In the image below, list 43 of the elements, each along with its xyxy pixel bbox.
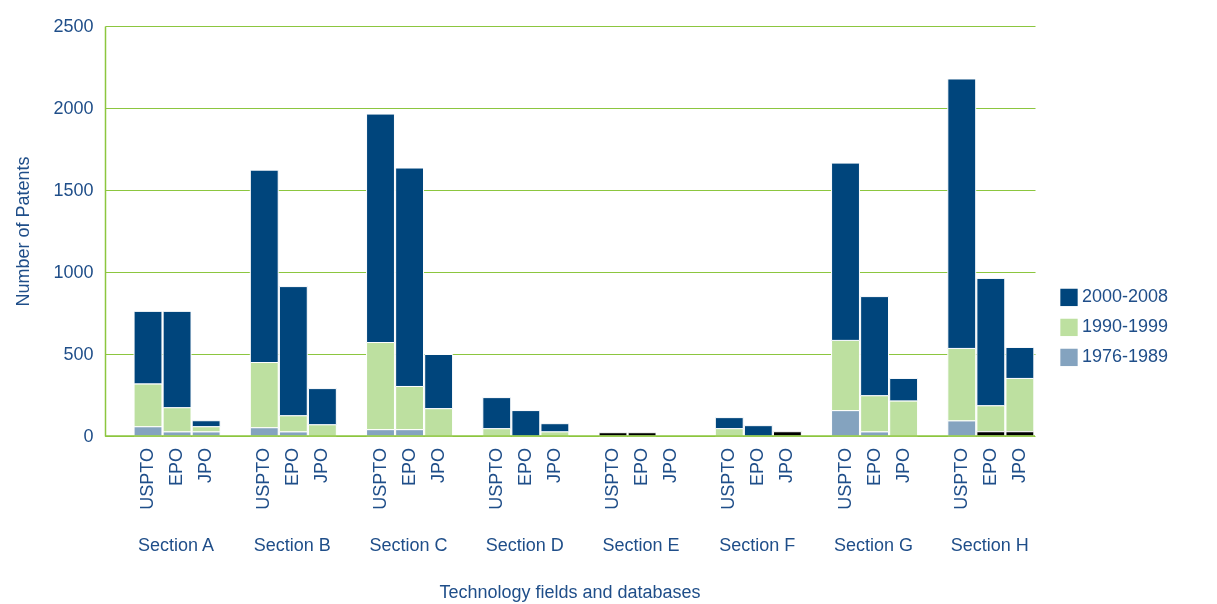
x-tick-label: USPTO: [369, 448, 390, 510]
x-tick-label: USPTO: [718, 448, 739, 510]
x-tick-label: USPTO: [602, 448, 623, 510]
text: Section D: [485, 535, 564, 555]
x-tick-label: JPO: [195, 448, 216, 484]
text: Section E: [602, 535, 680, 555]
x-tick-label: EPO: [863, 448, 884, 487]
x-tick-label: USPTO: [137, 448, 158, 510]
x-tick-label: EPO: [979, 448, 1000, 487]
x-tick-label: EPO: [631, 448, 652, 487]
x-tick-label: EPO: [166, 448, 187, 487]
y-tick-label: 1500: [53, 179, 94, 200]
x-tick-label: EPO: [514, 448, 535, 487]
x-axis-title: Technology fields and databases: [439, 582, 701, 602]
legend-label: 2000-2008: [1082, 286, 1169, 307]
legend-label: 1976-1989: [1082, 346, 1169, 367]
x-tick-label: EPO: [282, 448, 303, 487]
x-tick-label: JPO: [543, 448, 564, 484]
x-tick-label: JPO: [311, 448, 332, 484]
text: Section H: [950, 535, 1029, 555]
text: Section G: [833, 535, 913, 555]
x-tick-label: JPO: [1008, 448, 1029, 484]
legend-label: 1990-1999: [1082, 316, 1169, 337]
x-tick-label: JPO: [892, 448, 913, 484]
y-tick-label: 0: [83, 425, 94, 446]
x-tick-label: JPO: [776, 448, 797, 484]
x-tick-label: JPO: [660, 448, 681, 484]
y-tick-label: 500: [63, 343, 94, 364]
x-tick-label: USPTO: [834, 448, 855, 510]
x-tick-label: JPO: [427, 448, 448, 484]
text: Section B: [253, 535, 331, 555]
text: Section F: [719, 535, 796, 555]
y-axis-title: Number of Patents: [13, 156, 34, 307]
x-tick-label: EPO: [747, 448, 768, 487]
text: Section C: [369, 535, 448, 555]
x-tick-label: USPTO: [950, 448, 971, 510]
x-tick-label: USPTO: [253, 448, 274, 510]
x-tick-label: EPO: [398, 448, 419, 487]
text: Section A: [137, 535, 214, 555]
y-tick-label: 1000: [53, 261, 94, 282]
y-tick-label: 2500: [53, 15, 94, 36]
y-tick-label: 2000: [53, 97, 94, 118]
x-tick-label: USPTO: [485, 448, 506, 510]
